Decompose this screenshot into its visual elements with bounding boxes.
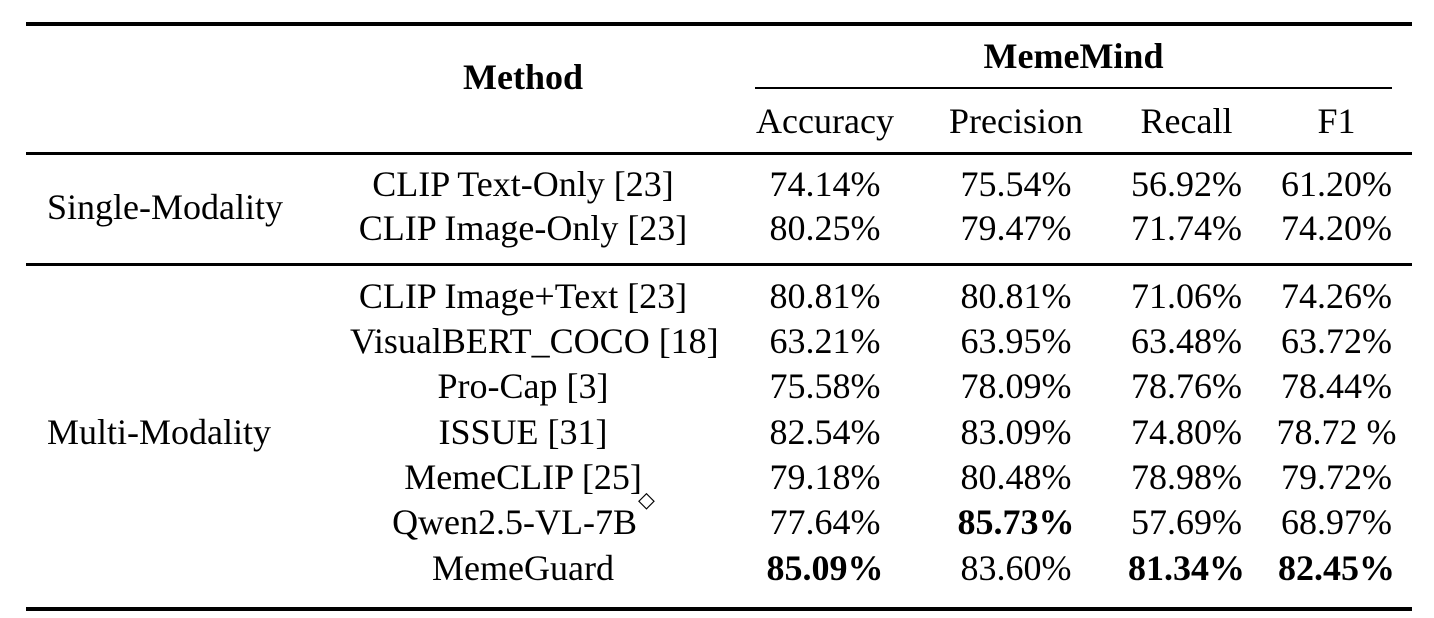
accuracy-cell: 80.81% — [769, 276, 881, 316]
column-header-precision: Precision — [949, 101, 1083, 141]
precision-cell: 75.54% — [960, 164, 1072, 204]
group-separator-rule — [26, 263, 1412, 266]
accuracy-cell: 80.25% — [769, 208, 881, 248]
method-cell: VisualBERT_COCO [18] — [350, 321, 719, 361]
precision-cell: 85.73% — [957, 502, 1075, 542]
method-cell: CLIP Image+Text [23] — [358, 276, 688, 316]
method-name: Qwen2.5-VL-7B — [392, 502, 638, 542]
accuracy-cell: 63.21% — [769, 321, 881, 361]
table-row: ISSUE [31] 82.54% 83.09% 74.80% 78.72 % — [26, 411, 1412, 453]
table-row: Qwen2.5-VL-7B◇ 77.64% 85.73% 57.69% 68.9… — [26, 488, 1412, 543]
f1-cell: 78.44% — [1281, 366, 1392, 406]
method-cell: CLIP Image-Only [23] — [358, 208, 688, 248]
group-label-single-modality: Single-Modality — [47, 187, 283, 227]
group-label-multi-modality: Multi-Modality — [47, 412, 271, 452]
recall-cell: 71.06% — [1131, 276, 1242, 316]
metric-header-row: Accuracy Precision Recall F1 — [26, 100, 1412, 142]
precision-cell: 79.47% — [960, 208, 1072, 248]
precision-cell: 83.09% — [960, 412, 1072, 452]
precision-cell: 80.81% — [960, 276, 1072, 316]
precision-cell: 63.95% — [960, 321, 1072, 361]
recall-cell: 71.74% — [1131, 208, 1242, 248]
header-rule — [26, 152, 1412, 155]
recall-cell: 81.34% — [1128, 548, 1245, 588]
f1-cell: 82.45% — [1278, 548, 1395, 588]
f1-cell: 61.20% — [1281, 164, 1392, 204]
dataset-header-underline — [755, 87, 1392, 89]
accuracy-cell: 77.64% — [769, 502, 881, 542]
column-header-f1: F1 — [1317, 101, 1356, 141]
table-row: Pro-Cap [3] 75.58% 78.09% 78.76% 78.44% — [26, 365, 1412, 407]
recall-cell: 78.98% — [1131, 457, 1242, 497]
method-cell: Qwen2.5-VL-7B◇ — [350, 488, 730, 543]
recall-cell: 74.80% — [1131, 412, 1242, 452]
column-header-accuracy: Accuracy — [756, 101, 894, 141]
precision-cell: 78.09% — [960, 366, 1072, 406]
diamond-superscript-icon: ◇ — [638, 488, 655, 513]
accuracy-cell: 74.14% — [769, 164, 881, 204]
f1-cell: 74.20% — [1281, 208, 1392, 248]
accuracy-cell: 85.09% — [766, 548, 884, 588]
table-row: CLIP Text-Only [23] 74.14% 75.54% 56.92%… — [26, 163, 1412, 205]
f1-cell: 63.72% — [1281, 321, 1392, 361]
f1-cell: 79.72% — [1281, 457, 1392, 497]
recall-cell: 57.69% — [1131, 502, 1242, 542]
bottom-rule — [26, 607, 1412, 611]
precision-cell: 80.48% — [960, 457, 1072, 497]
precision-cell: 83.60% — [960, 548, 1072, 588]
table-row: VisualBERT_COCO [18] 63.21% 63.95% 63.48… — [26, 320, 1412, 362]
table-row: CLIP Image-Only [23] 80.25% 79.47% 71.74… — [26, 207, 1412, 249]
recall-cell: 56.92% — [1131, 164, 1242, 204]
method-cell: CLIP Text-Only [23] — [372, 164, 674, 204]
dataset-header: MemeMind — [983, 36, 1164, 76]
column-header-recall: Recall — [1140, 101, 1233, 141]
accuracy-cell: 75.58% — [769, 366, 881, 406]
f1-cell: 74.26% — [1281, 276, 1392, 316]
accuracy-cell: 79.18% — [769, 457, 881, 497]
table-row: MemeCLIP [25] 79.18% 80.48% 78.98% 79.72… — [26, 456, 1412, 498]
method-cell: Pro-Cap [3] — [437, 366, 609, 406]
table-row: CLIP Image+Text [23] 80.81% 80.81% 71.06… — [26, 275, 1412, 317]
f1-cell: 68.97% — [1281, 502, 1392, 542]
method-cell: MemeCLIP [25] — [404, 457, 642, 497]
accuracy-cell: 82.54% — [769, 412, 881, 452]
recall-cell: 63.48% — [1131, 321, 1242, 361]
table-row: MemeGuard 85.09% 83.60% 81.34% 82.45% — [26, 547, 1412, 589]
f1-cell: 78.72 % — [1276, 412, 1397, 452]
top-rule — [26, 22, 1412, 26]
method-cell: MemeGuard — [432, 548, 614, 588]
method-cell: ISSUE [31] — [438, 412, 608, 452]
method-column-header: Method — [463, 57, 583, 97]
recall-cell: 78.76% — [1131, 366, 1242, 406]
